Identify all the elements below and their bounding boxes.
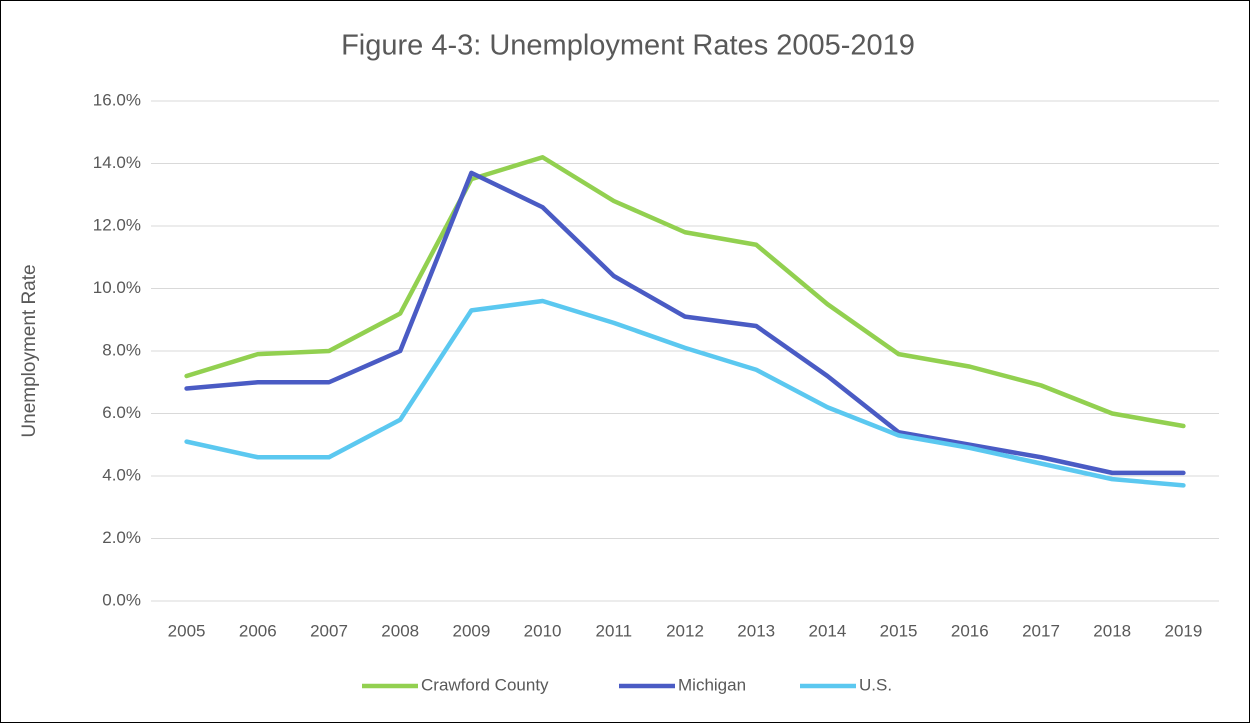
x-tick-label: 2007 — [310, 621, 348, 640]
x-tick-label: 2016 — [951, 621, 989, 640]
x-tick-label: 2014 — [808, 621, 846, 640]
y-tick-label: 16.0% — [93, 90, 141, 109]
series-line — [184, 155, 1186, 429]
x-tick-label: 2012 — [666, 621, 704, 640]
y-tick-label: 6.0% — [102, 403, 141, 422]
series-line — [184, 170, 1186, 476]
legend-label: U.S. — [859, 675, 892, 694]
x-tick-label: 2005 — [168, 621, 206, 640]
x-tick-label: 2017 — [1022, 621, 1060, 640]
x-tick-label: 2018 — [1093, 621, 1131, 640]
y-tick-label: 8.0% — [102, 340, 141, 359]
x-tick-label: 2010 — [524, 621, 562, 640]
chart-title: Figure 4-3: Unemployment Rates 2005-2019 — [341, 30, 915, 62]
legend-label: Crawford County — [421, 675, 549, 694]
x-tick-label: 2011 — [596, 621, 633, 640]
y-tick-label: 10.0% — [93, 278, 141, 297]
x-tick-label: 2015 — [880, 621, 918, 640]
x-tick-label: 2019 — [1164, 621, 1202, 640]
y-tick-label: 14.0% — [93, 153, 141, 172]
legend-label: Michigan — [678, 675, 746, 694]
y-tick-label: 4.0% — [102, 465, 141, 484]
x-tick-label: 2008 — [381, 621, 419, 640]
y-tick-label: 12.0% — [93, 215, 141, 234]
series-line — [184, 298, 1186, 488]
y-tick-label: 2.0% — [102, 528, 141, 547]
y-tick-label: 0.0% — [102, 590, 141, 609]
x-tick-label: 2006 — [239, 621, 277, 640]
x-tick-label: 2009 — [452, 621, 490, 640]
y-axis-label: Unemployment Rate — [19, 264, 40, 437]
x-tick-label: 2013 — [737, 621, 775, 640]
